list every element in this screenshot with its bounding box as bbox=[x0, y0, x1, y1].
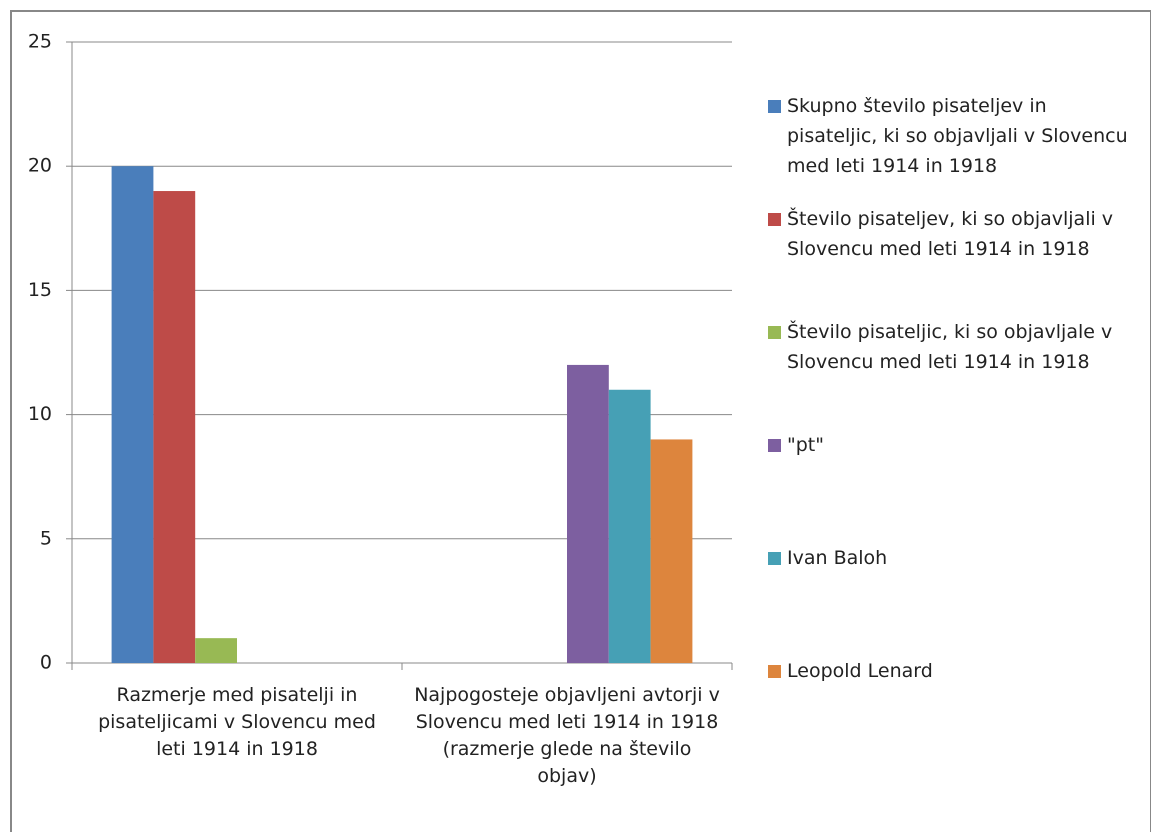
legend-label: "pt" bbox=[787, 434, 824, 456]
bar bbox=[650, 439, 693, 663]
x-tick-label: Najpogosteje objavljeni avtorji v Sloven… bbox=[414, 684, 720, 787]
legend-label: Ivan Baloh bbox=[787, 547, 888, 569]
legend-swatch bbox=[768, 552, 781, 565]
legend-swatch bbox=[768, 213, 781, 226]
y-tick-label: 10 bbox=[28, 403, 52, 425]
legend-swatch bbox=[768, 665, 781, 678]
x-tick-label: Razmerje med pisatelji in pisateljicami … bbox=[98, 684, 376, 760]
bar bbox=[153, 191, 196, 664]
legend-item: Število pisateljev, ki so objavljali v S… bbox=[768, 204, 1138, 264]
bar bbox=[111, 166, 154, 663]
bar bbox=[608, 389, 651, 663]
y-tick-label: 5 bbox=[40, 527, 52, 549]
legend-swatch bbox=[768, 326, 781, 339]
legend-label: Število pisateljic, ki so objavljale v S… bbox=[787, 321, 1113, 373]
y-tick-label: 25 bbox=[28, 31, 52, 53]
legend-swatch bbox=[768, 100, 781, 113]
legend-swatch bbox=[768, 439, 781, 452]
legend-label: Skupno število pisateljev in pisateljic,… bbox=[787, 95, 1128, 177]
legend-item: Skupno število pisateljev in pisateljic,… bbox=[768, 91, 1138, 181]
legend-label: Število pisateljev, ki so objavljali v S… bbox=[787, 208, 1114, 260]
y-tick-label: 20 bbox=[28, 155, 52, 177]
legend-item: "pt" bbox=[768, 430, 1138, 460]
bar bbox=[195, 638, 237, 663]
legend-label: Leopold Lenard bbox=[787, 660, 933, 682]
bar bbox=[567, 364, 609, 663]
y-tick-label: 15 bbox=[28, 279, 52, 301]
y-tick-label: 0 bbox=[40, 652, 52, 674]
legend-item: Leopold Lenard bbox=[768, 656, 1138, 686]
legend-item: Ivan Baloh bbox=[768, 543, 1138, 573]
legend-item: Število pisateljic, ki so objavljale v S… bbox=[768, 317, 1138, 377]
